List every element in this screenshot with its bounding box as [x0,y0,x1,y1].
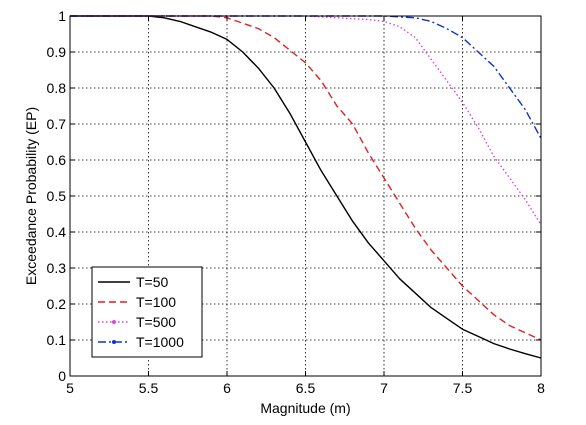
series-line-t-100 [70,15,542,341]
legend-label: T=50 [136,274,169,290]
x-tick-label: 6.5 [296,380,316,396]
series-line-t-1000 [70,15,542,139]
x-tick-label: 6 [223,380,231,396]
x-tick-label: 7 [380,380,388,396]
series-line-t-50 [70,15,542,359]
legend-label: T=500 [136,314,176,330]
y-tick-label: 0.8 [47,80,67,96]
y-tick-label: 0.6 [47,152,67,168]
legend-marker [112,340,116,344]
y-tick-label: 0.7 [47,116,67,132]
legend-label: T=1000 [136,334,184,350]
y-tick-label: 0.2 [47,296,67,312]
x-tick-label: 8 [537,380,545,396]
legend: T=50 T=100 T=500 T=1000 [91,266,203,358]
legend-label: T=100 [136,294,176,310]
y-tick-label: 0.5 [47,188,67,204]
y-tick-label: 0.9 [47,44,67,60]
grid-lines [70,16,541,376]
x-axis-title: Magnitude (m) [260,400,350,416]
y-tick-label: 0.4 [47,224,67,240]
y-tick-label: 0.1 [47,332,67,348]
y-axis-title: Exceedance Probability (EP) [23,107,39,285]
y-tick-label: 0.3 [47,260,67,276]
x-tick-label: 5.5 [139,380,159,396]
series-line-t-500 [70,15,542,226]
legend-marker [112,320,116,324]
x-tick-label: 7.5 [453,380,473,396]
x-tick-label: 5 [66,380,74,396]
axis-ticks: 5 5.5 6 6.5 7 7.5 8 0 0.1 0.2 0.3 0.4 0.5 0.6 0.7 0.8 0.… [47,8,546,396]
y-tick-label: 0 [58,368,66,384]
plot-series [70,15,542,359]
y-tick-label: 1 [58,8,66,24]
